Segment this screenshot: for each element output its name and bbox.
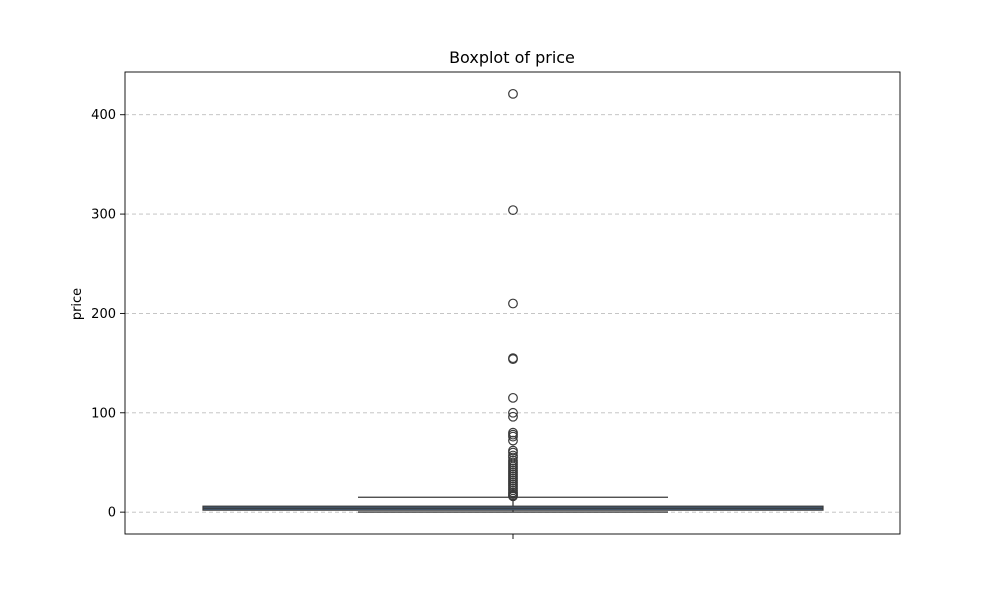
- y-tick-label: 100: [91, 406, 116, 421]
- outlier-point: [508, 431, 518, 442]
- y-tick-label: 300: [91, 208, 116, 223]
- plot-area: [202, 88, 824, 513]
- y-tick-label: 400: [91, 108, 116, 123]
- outlier-point: [508, 392, 518, 403]
- outlier-point: [508, 298, 518, 309]
- outlier-point: [508, 88, 518, 99]
- y-tick-label: 0: [108, 506, 116, 521]
- y-axis: 0 100 200 300 400: [91, 108, 125, 521]
- plot-frame: [124, 71, 901, 535]
- outlier-point: [508, 354, 518, 365]
- outlier-point: [508, 435, 518, 446]
- grid-lines: [125, 114, 900, 513]
- outlier-point: [508, 205, 518, 216]
- outlier-point: [508, 411, 518, 422]
- y-axis-label: price: [70, 288, 85, 320]
- outlier-point: [508, 491, 518, 502]
- y-tick-label: 200: [91, 307, 116, 322]
- chart-title: Boxplot of price: [449, 48, 575, 67]
- outlier-point: [508, 447, 518, 458]
- outlier-point: [508, 407, 518, 418]
